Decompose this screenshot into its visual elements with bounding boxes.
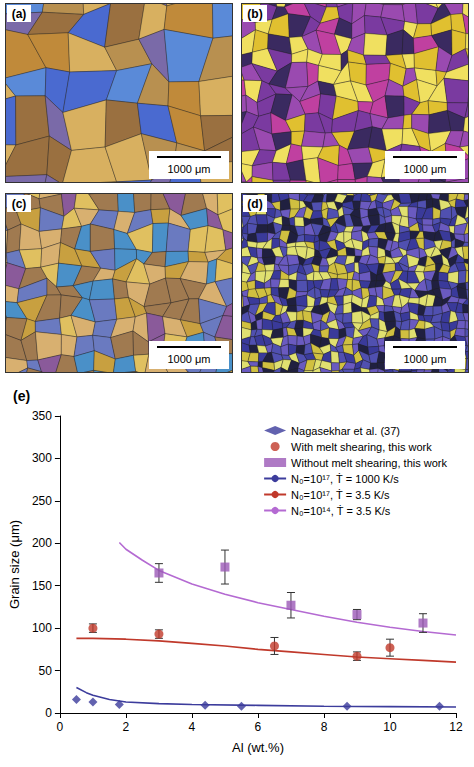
- svg-text:1000 μm: 1000 μm: [167, 163, 210, 175]
- svg-text:1000 μm: 1000 μm: [403, 163, 446, 175]
- svg-text:(e): (e): [13, 388, 30, 404]
- svg-text:Al (wt.%): Al (wt.%): [232, 740, 284, 755]
- svg-text:8: 8: [321, 720, 328, 734]
- svg-text:N₀=10¹⁷, Ṫ = 1000 K/s: N₀=10¹⁷, Ṫ = 1000 K/s: [291, 473, 399, 485]
- svg-text:2: 2: [123, 720, 130, 734]
- svg-text:0: 0: [57, 720, 64, 734]
- svg-text:1000 μm: 1000 μm: [403, 353, 446, 365]
- svg-text:(a): (a): [12, 7, 27, 21]
- svg-text:250: 250: [32, 494, 52, 508]
- svg-text:100: 100: [32, 621, 52, 635]
- svg-text:(c): (c): [12, 197, 27, 211]
- svg-text:350: 350: [32, 409, 52, 423]
- svg-text:50: 50: [39, 664, 53, 678]
- svg-text:6: 6: [255, 720, 262, 734]
- svg-text:12: 12: [449, 720, 463, 734]
- svg-text:N₀=10¹⁷, Ṫ = 3.5 K/s: N₀=10¹⁷, Ṫ = 3.5 K/s: [291, 489, 390, 501]
- svg-text:Grain size (μm): Grain size (μm): [7, 520, 22, 609]
- svg-text:N₀=10¹⁴, Ṫ = 3.5 K/s: N₀=10¹⁴, Ṫ = 3.5 K/s: [291, 505, 391, 517]
- svg-text:10: 10: [383, 720, 397, 734]
- svg-text:200: 200: [32, 536, 52, 550]
- svg-text:150: 150: [32, 579, 52, 593]
- svg-text:Without melt shearing, this wo: Without melt shearing, this work: [291, 457, 447, 469]
- svg-text:(d): (d): [247, 197, 262, 211]
- svg-text:300: 300: [32, 451, 52, 465]
- svg-text:(b): (b): [247, 7, 262, 21]
- svg-text:4: 4: [189, 720, 196, 734]
- svg-text:With melt shearing, this work: With melt shearing, this work: [291, 441, 432, 453]
- svg-text:Nagasekhar et al. (37): Nagasekhar et al. (37): [291, 425, 400, 437]
- svg-text:0: 0: [45, 706, 52, 720]
- svg-text:1000 μm: 1000 μm: [167, 353, 210, 365]
